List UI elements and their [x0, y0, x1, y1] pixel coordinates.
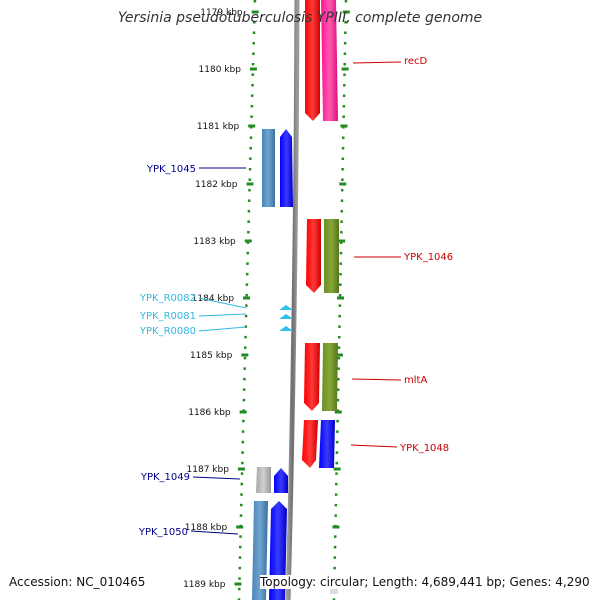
tick-label: 1188 kbp [185, 523, 228, 533]
gene-recd[interactable] [321, 0, 338, 121]
gene-label-ypk-r0081[interactable]: YPK_R0081 [139, 311, 196, 322]
small-feature-marker-2 [330, 588, 338, 594]
gene-mlta[interactable] [322, 343, 338, 411]
genome-backbone [285, 0, 300, 600]
outer-dotted-ring [332, 0, 348, 600]
tick-label: 1186 kbp [188, 408, 231, 418]
inner-dotted-ring [237, 0, 257, 600]
gene-label-recd[interactable]: recD [404, 56, 428, 67]
leader-line-ypk-1050 [190, 530, 239, 535]
cds-mlta[interactable] [304, 343, 320, 411]
map-title: Yersinia pseudotuberculosis YPIII, compl… [117, 10, 483, 26]
leader-line-recd [352, 61, 402, 64]
cds-ypk-1049[interactable] [274, 468, 288, 493]
tick-label: 1189 kbp [183, 580, 226, 590]
gene-label-ypk-1048[interactable]: YPK_1048 [399, 443, 449, 454]
gene-label-ypk-r0082[interactable]: YPK_R0082 [139, 293, 196, 304]
gene-ypk-1049[interactable] [256, 467, 271, 493]
cds-recd[interactable] [305, 0, 320, 121]
cds-ypk-1046[interactable] [306, 219, 321, 293]
rna-ypk-r0082[interactable] [279, 305, 293, 310]
topology-text: Topology: circular; Length: 4,689,441 bp… [260, 575, 590, 589]
tick-label: 1182 kbp [195, 180, 238, 190]
leader-line-ypk-1048 [350, 444, 398, 448]
gene-label-ypk-r0080[interactable]: YPK_R0080 [139, 326, 196, 337]
leader-line-ypk-1049 [192, 476, 241, 480]
gene-label-ypk-1050[interactable]: YPK_1050 [138, 527, 188, 538]
cds-ypk-1048[interactable] [302, 420, 318, 468]
gene-ypk-1045[interactable] [262, 129, 275, 207]
tick-label: 1179 kbp [200, 8, 243, 18]
rna-ypk-r0081[interactable] [279, 314, 293, 319]
accession-text: Accession: NC_010465 [9, 575, 146, 589]
gene-label-ypk-1046[interactable]: YPK_1046 [403, 252, 453, 263]
tick-label: 1185 kbp [190, 351, 233, 361]
tick-label: 1180 kbp [199, 65, 242, 75]
tick-label: 1187 kbp [187, 465, 230, 475]
leader-line-ypk-r0081 [198, 313, 247, 317]
leader-line-ypk-r0082 [198, 297, 247, 309]
gene-ypk-1048[interactable] [319, 420, 335, 468]
rna-ypk-r0080[interactable] [279, 326, 293, 331]
gene-label-ypk-1049[interactable]: YPK_1049 [140, 472, 190, 483]
tick-label: 1181 kbp [197, 122, 240, 132]
gene-ypk-1046[interactable] [324, 219, 339, 293]
leader-line-mlta [351, 378, 402, 381]
gene-label-ypk-1045[interactable]: YPK_1045 [146, 164, 196, 175]
leader-line-ypk-r0080 [198, 326, 247, 332]
tick-label: 1183 kbp [193, 237, 236, 247]
tick-label: 1184 kbp [192, 294, 235, 304]
cds-ypk-1045[interactable] [280, 129, 293, 207]
gene-label-mlta[interactable]: mltA [404, 375, 427, 386]
